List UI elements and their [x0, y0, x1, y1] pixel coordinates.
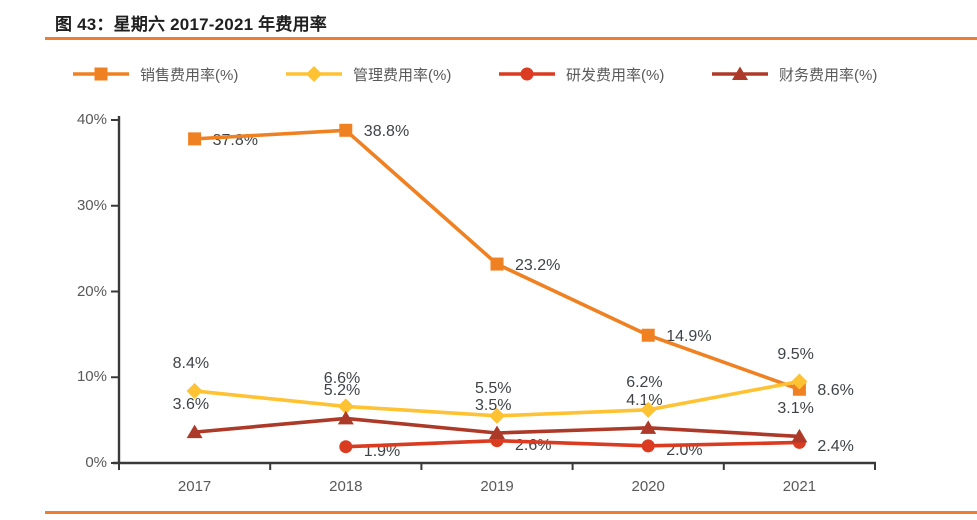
data-point-marker: [490, 257, 504, 271]
legend-item-3: 财务费用率(%): [711, 60, 877, 88]
data-point-label: 3.5%: [475, 396, 512, 414]
legend-label: 销售费用率(%): [140, 66, 239, 84]
legend-item-0: 销售费用率(%): [72, 60, 238, 88]
legend-marker-diamond-icon: [306, 66, 322, 82]
figure-title: 图 43：星期六 2017-2021 年费用率: [55, 15, 327, 34]
data-point-label: 2.4%: [817, 438, 854, 456]
data-point-marker: [640, 401, 657, 418]
data-point-marker: [337, 398, 354, 415]
y-axis-label: 20%: [76, 282, 107, 300]
legend-marker-circle-icon: [520, 67, 534, 81]
legend-label: 管理费用率(%): [353, 66, 452, 84]
data-point-marker: [641, 328, 655, 342]
legend-marker-triangle-icon: [732, 66, 748, 80]
data-point-label: 9.5%: [777, 345, 814, 363]
data-point-marker: [339, 123, 353, 137]
data-point-marker: [186, 382, 203, 399]
legend-item-1: 管理费用率(%): [285, 60, 451, 88]
data-point-label: 14.9%: [666, 328, 712, 346]
data-point-label: 8.6%: [817, 382, 854, 400]
data-point-marker: [640, 420, 657, 434]
legend-item-2: 研发费用率(%): [498, 60, 664, 88]
data-point-marker: [489, 407, 505, 424]
series-line-2: [343, 438, 802, 449]
legend-swatch-triangle-icon: [712, 66, 768, 80]
y-axis-label: 30%: [76, 196, 107, 214]
title-divider-rule: [45, 37, 977, 40]
legend-swatch-diamond-icon: [286, 66, 342, 82]
data-point-label: 6.2%: [626, 373, 663, 391]
data-point-marker: [188, 132, 202, 146]
data-point-marker: [641, 439, 655, 453]
y-axis-label: 10%: [76, 368, 107, 386]
legend-swatch-circle-icon: [499, 67, 555, 81]
chart-legend: 销售费用率(%) 管理费用率(%) 研发费用率(%) 财务费用率(%): [0, 60, 977, 88]
data-point-marker: [186, 424, 203, 439]
y-axis-label: 40%: [76, 111, 107, 128]
data-point-marker: [791, 373, 808, 390]
data-point-label: 38.8%: [363, 123, 410, 141]
data-point-label: 5.5%: [475, 379, 512, 397]
data-point-marker: [339, 440, 353, 454]
data-point-label: 5.2%: [323, 382, 361, 400]
legend-label: 研发费用率(%): [566, 66, 665, 84]
x-axis-label: 2019: [480, 478, 514, 495]
x-axis-label: 2020: [631, 478, 665, 495]
x-axis-label: 2021: [782, 478, 817, 495]
data-point-label: 6.6%: [323, 370, 361, 388]
footer-divider-rule: [45, 511, 977, 514]
legend-swatch-square-icon: [73, 67, 129, 81]
data-point-marker: [337, 410, 354, 425]
data-point-marker: [489, 425, 505, 439]
data-point-label: 4.1%: [626, 391, 663, 409]
data-point-label: 8.4%: [172, 354, 210, 372]
data-point-label: 23.2%: [515, 257, 561, 275]
x-axis-label: 2017: [177, 478, 212, 495]
data-point-marker: [791, 428, 808, 443]
legend-marker-square-icon: [94, 67, 108, 81]
legend-label: 财务费用率(%): [779, 66, 878, 84]
y-axis-label: 0%: [85, 454, 107, 471]
data-point-label: 3.1%: [777, 400, 814, 418]
data-point-label: 3.6%: [172, 396, 210, 414]
x-axis-label: 2018: [329, 478, 363, 495]
